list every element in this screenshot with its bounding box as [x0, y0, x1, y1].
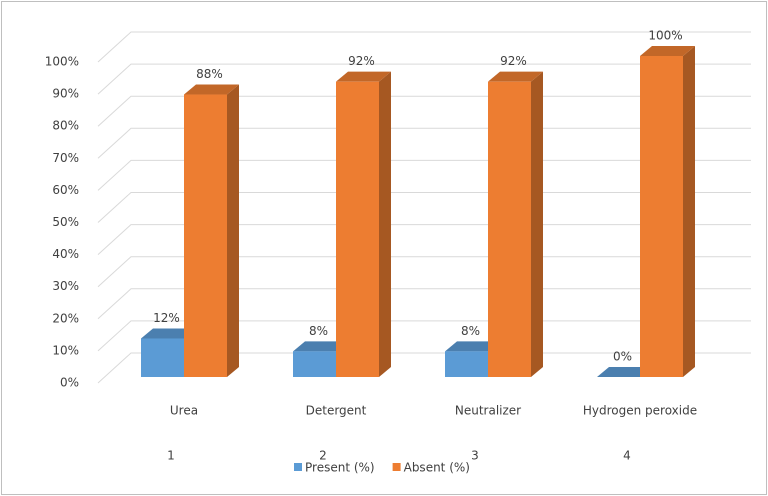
y-tick-label: 80%: [52, 119, 79, 133]
bar: [184, 94, 227, 378]
data-label: 8%: [309, 324, 328, 338]
x-tick-label: Detergent: [306, 404, 367, 418]
x-tick-label: Neutralizer: [455, 404, 521, 418]
y-tick-label: 40%: [52, 247, 79, 261]
grid-line: [97, 127, 751, 159]
data-label: 0%: [613, 350, 632, 364]
x-tick-number: 4: [623, 449, 631, 463]
grid-line: [97, 192, 751, 223]
bar: [640, 56, 683, 377]
grid-line: [97, 159, 751, 191]
bar: [293, 351, 336, 377]
legend-label: Present (%): [305, 461, 375, 475]
y-tick-label: 30%: [52, 279, 79, 293]
grid-line: [97, 288, 751, 320]
bar-top: [488, 71, 543, 82]
grid-line: [97, 95, 751, 127]
bar-top: [184, 84, 239, 95]
data-label: 92%: [348, 54, 375, 68]
x-tick-label: Hydrogen peroxide: [583, 404, 697, 418]
y-tick-label: 100%: [45, 55, 79, 69]
legend-label: Absent (%): [404, 461, 470, 475]
bar-top: [445, 341, 500, 352]
grid-line: [97, 352, 751, 384]
bar-top: [336, 71, 391, 82]
y-tick-label: 70%: [52, 151, 79, 165]
x-tick-number: 3: [471, 449, 479, 463]
bar-side: [379, 71, 391, 378]
bar: [141, 338, 184, 377]
y-tick-label: 0%: [60, 376, 79, 390]
grid-line: [97, 31, 751, 63]
data-label: 12%: [153, 311, 180, 325]
x-tick-number: 1: [167, 449, 175, 463]
x-tick-number: 2: [319, 449, 327, 463]
bar-side: [227, 84, 239, 378]
bar: [445, 351, 488, 377]
y-tick-label: 20%: [52, 311, 79, 325]
bar-top: [141, 328, 196, 339]
data-label: 8%: [461, 324, 480, 338]
bar-top: [293, 341, 348, 352]
grid-line: [97, 63, 751, 95]
bar-side: [683, 46, 695, 377]
bar-top: [597, 367, 652, 377]
data-label: 100%: [648, 29, 682, 43]
y-tick-label: 90%: [52, 87, 79, 101]
grid-line: [97, 224, 751, 255]
y-tick-label: 10%: [52, 343, 79, 357]
bar: [336, 81, 379, 378]
legend-swatch: [294, 463, 302, 471]
grid-line: [97, 320, 751, 352]
bar-side: [531, 71, 543, 378]
y-tick-label: 60%: [52, 183, 79, 197]
grid-line: [97, 256, 751, 288]
x-tick-label: Urea: [170, 404, 198, 418]
bar-top: [640, 46, 695, 56]
data-label: 92%: [500, 54, 527, 68]
data-label: 88%: [196, 67, 223, 81]
y-tick-label: 50%: [52, 215, 79, 229]
bar: [488, 81, 531, 378]
legend-swatch: [392, 463, 401, 471]
